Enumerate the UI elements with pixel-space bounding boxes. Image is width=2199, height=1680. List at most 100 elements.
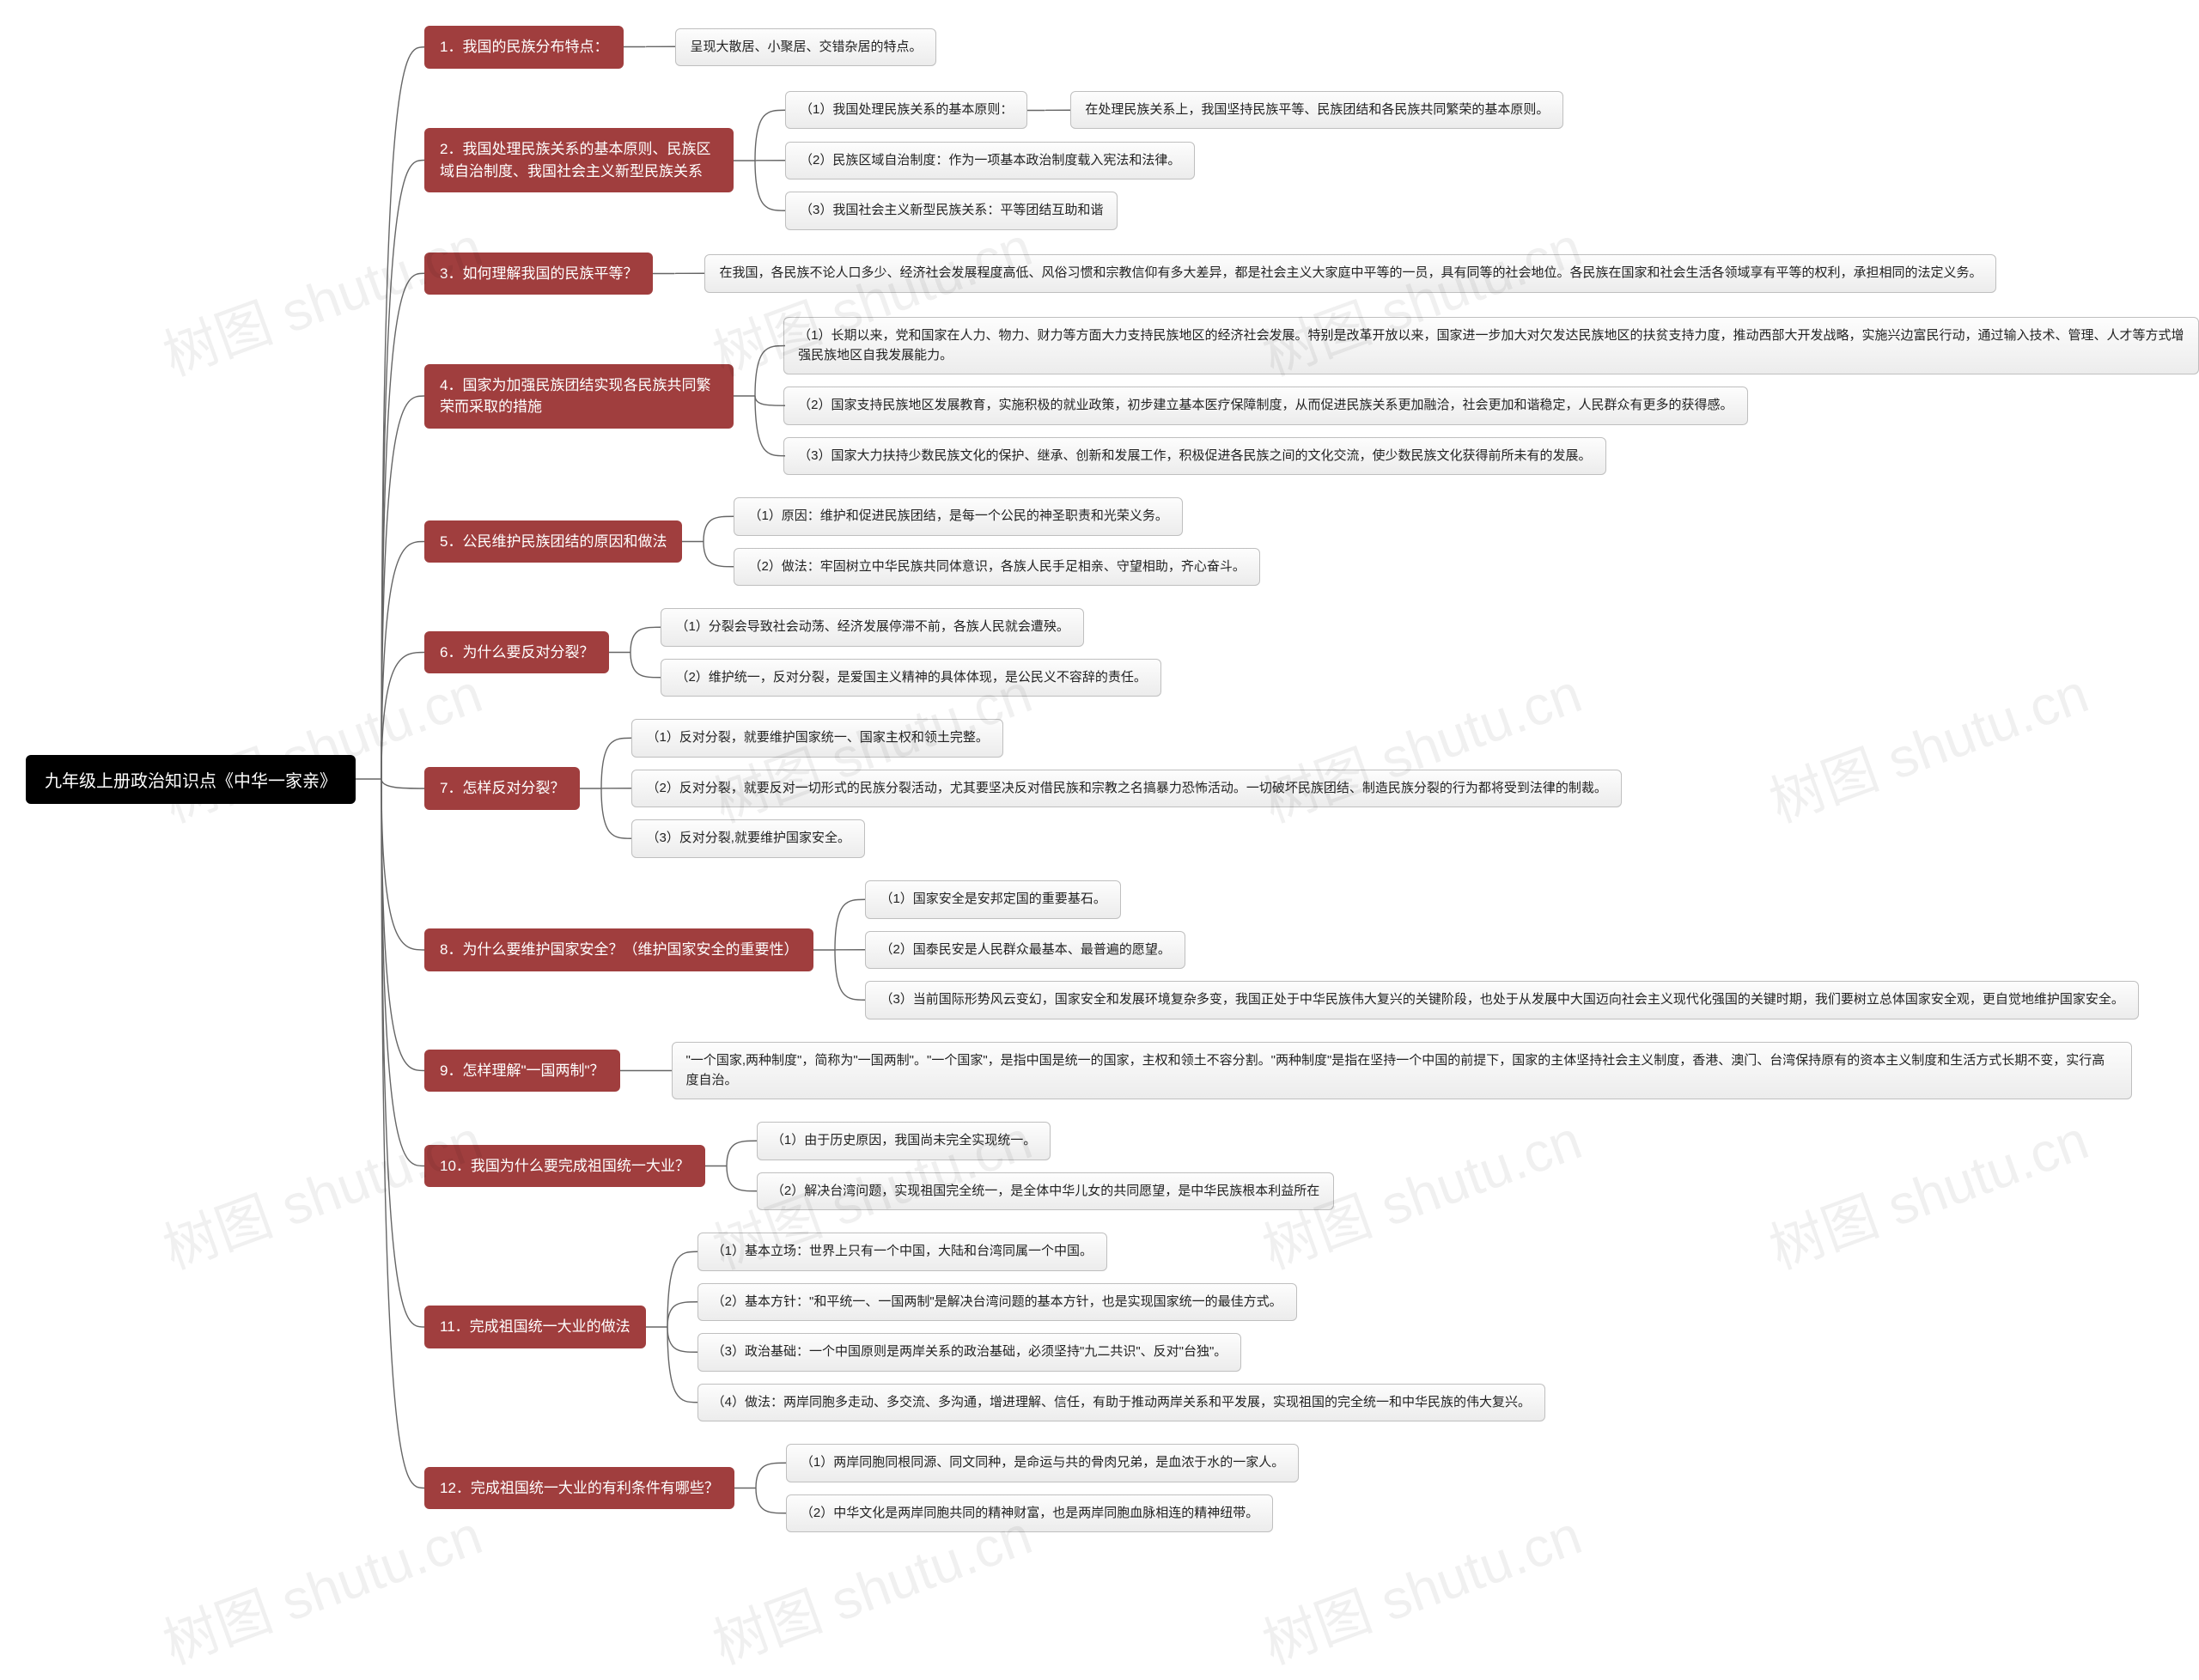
leaf-row: （2）维护统一，反对分裂，是爱国主义精神的具体体现，是公民义不容辞的责任。: [661, 659, 1160, 697]
branch: 8．为什么要维护国家安全？（维护国家安全的重要性） （1）国家安全是安邦定国的重要…: [424, 880, 2199, 1020]
topic-leaf-connector: [734, 1444, 786, 1532]
leaf-row: （2）解决台湾问题，实现祖国完全统一，是全体中华儿女的共同愿望，是中华民族根本利…: [757, 1172, 1334, 1211]
leaf-node: （2）维护统一，反对分裂，是爱国主义精神的具体体现，是公民义不容辞的责任。: [661, 659, 1160, 697]
connector-wrap: [682, 497, 734, 586]
leaves-container: （1）反对分裂，就要维护国家统一、国家主权和领土完整。 （2）反对分裂，就要反对一…: [631, 719, 1621, 858]
leaf-node: （3）当前国际形势风云变幻，国家安全和发展环境复杂多变，我国正处于中华民族伟大复…: [865, 981, 2138, 1020]
branch: 3．如何理解我国的民族平等？ 在我国，各民族不论人口多少、经济社会发展程度高低、风…: [424, 253, 2199, 295]
leaf-node: （1）原因：维护和促进民族团结，是每一个公民的神圣职责和光荣义务。: [734, 497, 1182, 536]
leaves-container: （1）原因：维护和促进民族团结，是每一个公民的神圣职责和光荣义务。 （2）做法：牢…: [734, 497, 1259, 586]
leaf-row: （3）反对分裂,就要维护国家安全。: [631, 819, 1621, 858]
branch: 6．为什么要反对分裂？ （1）分裂会导致社会动荡、经济发展停滞不前，各族人民就会遭…: [424, 608, 2199, 697]
topic-leaf-connector: [646, 1233, 697, 1421]
branch: 11．完成祖国统一大业的做法 （1）基本立场：世界上只有一个中国，大陆和台湾同属一…: [424, 1233, 2199, 1421]
leaf-row: 在我国，各民族不论人口多少、经济社会发展程度高低、风俗习惯和宗教信仰有多大差异，…: [704, 254, 1996, 293]
leaf-row: （3）政治基础：一个中国原则是两岸关系的政治基础，必须坚持"九二共识"、反对"台…: [697, 1333, 1545, 1372]
topic-leaf-connector: [624, 27, 675, 66]
leaf-node: （2）反对分裂，就要反对一切形式的民族分裂活动，尤其要坚决反对借民族和宗教之名搞…: [631, 770, 1621, 808]
topic-node: 2．我国处理民族关系的基本原则、民族区域自治制度、我国社会主义新型民族关系: [424, 128, 734, 192]
leaf-row: （2）反对分裂，就要反对一切形式的民族分裂活动，尤其要坚决反对借民族和宗教之名搞…: [631, 770, 1621, 808]
branch: 12．完成祖国统一大业的有利条件有哪些？ （1）两岸同胞同根同源、同文同种，是命运…: [424, 1444, 2199, 1532]
leaf-row: （1）我国处理民族关系的基本原则： 在处理民族关系上，我国坚持民族平等、民族团结和…: [785, 91, 1563, 130]
leaf-node: （3）反对分裂,就要维护国家安全。: [631, 819, 865, 858]
branch: 10．我国为什么要完成祖国统一大业？（1）由于历史原因，我国尚未完全实现统一。（…: [424, 1122, 2199, 1210]
topic-leaf-connector: [734, 317, 785, 475]
connector-wrap: [734, 91, 785, 230]
topic-leaf-connector: [609, 608, 661, 697]
leaf-node: （1）国家安全是安邦定国的重要基石。: [865, 880, 1120, 919]
leaf-row: （2）国泰民安是人民群众最基本、最普遍的愿望。: [865, 931, 2138, 970]
connector-wrap: [653, 254, 704, 293]
leaf-node: （1）由于历史原因，我国尚未完全实现统一。: [757, 1122, 1051, 1160]
connector-wrap: [734, 1444, 786, 1532]
leaves-container: 在我国，各民族不论人口多少、经济社会发展程度高低、风俗习惯和宗教信仰有多大差异，…: [704, 254, 1996, 293]
topic-node: 11．完成祖国统一大业的做法: [424, 1306, 646, 1348]
leaf-row: （1）由于历史原因，我国尚未完全实现统一。: [757, 1122, 1334, 1160]
leaf-row: （2）中华文化是两岸同胞共同的精神财富，也是两岸同胞血脉相连的精神纽带。: [786, 1494, 1299, 1533]
leaves-container: 呈现大散居、小聚居、交错杂居的特点。: [675, 28, 936, 67]
leaf-node: （1）分裂会导致社会动荡、经济发展停滞不前，各族人民就会遭殃。: [661, 608, 1083, 647]
leaf-node: （2）解决台湾问题，实现祖国完全统一，是全体中华儿女的共同愿望，是中华民族根本利…: [757, 1172, 1334, 1211]
leaf-row: （1）基本立场：世界上只有一个中国，大陆和台湾同属一个中国。: [697, 1233, 1545, 1271]
leaf-row: （2）基本方针："和平统一、一国两制"是解决台湾问题的基本方针，也是实现国家统一…: [697, 1283, 1545, 1322]
topic-node: 4．国家为加强民族团结实现各民族共同繁荣而采取的措施: [424, 364, 734, 429]
leaf-row: （3）当前国际形势风云变幻，国家安全和发展环境复杂多变，我国正处于中华民族伟大复…: [865, 981, 2138, 1020]
leaf-row: （1）分裂会导致社会动荡、经济发展停滞不前，各族人民就会遭殃。: [661, 608, 1160, 647]
leaves-container: （1）长期以来，党和国家在人力、物力、财力等方面大力支持民族地区的经济社会发展。…: [783, 317, 2199, 475]
leaf-node: "一个国家,两种制度"，简称为"一国两制"。"一个国家"，是指中国是统一的国家，…: [672, 1042, 2132, 1099]
connector-wrap: [734, 317, 783, 475]
topic-node: 1．我国的民族分布特点：: [424, 26, 624, 69]
leaf-node: （3）国家大力扶持少数民族文化的保护、继承、创新和发展工作，积极促进各民族之间的…: [783, 437, 1605, 476]
leaf-node: （1）我国处理民族关系的基本原则：: [785, 91, 1027, 130]
topic-node: 12．完成祖国统一大业的有利条件有哪些？: [424, 1467, 734, 1510]
branch: 5．公民维护民族团结的原因和做法 （1）原因：维护和促进民族团结，是每一个公民的神…: [424, 497, 2199, 586]
leaves-container: （1）两岸同胞同根同源、同文同种，是命运与共的骨肉兄弟，是血浓于水的一家人。 （2…: [786, 1444, 1299, 1532]
root-node: 九年级上册政治知识点《中华一家亲》: [26, 755, 356, 804]
connector-wrap: [580, 719, 631, 858]
leaf-row: （1）长期以来，党和国家在人力、物力、财力等方面大力支持民族地区的经济社会发展。…: [783, 317, 2199, 374]
leaf-node: （1）反对分裂，就要维护国家统一、国家主权和领土完整。: [631, 719, 1002, 758]
leaf-node: （2）基本方针："和平统一、一国两制"是解决台湾问题的基本方针，也是实现国家统一…: [697, 1283, 1297, 1322]
leaf-node: （2）中华文化是两岸同胞共同的精神财富，也是两岸同胞血脉相连的精神纽带。: [786, 1494, 1273, 1533]
topic-node: 8．为什么要维护国家安全？（维护国家安全的重要性）: [424, 928, 813, 971]
leaf-row: （1）原因：维护和促进民族团结，是每一个公民的神圣职责和光荣义务。: [734, 497, 1259, 536]
leaves-container: （1）国家安全是安邦定国的重要基石。 （2）国泰民安是人民群众最基本、最普遍的愿望…: [865, 880, 2138, 1020]
leaf-node: （2）国家支持民族地区发展教育，实施积极的就业政策，初步建立基本医疗保障制度，从…: [783, 387, 1747, 425]
sub-leaves: 在处理民族关系上，我国坚持民族平等、民族团结和各民族共同繁荣的基本原则。: [1070, 91, 1563, 130]
leaves-container: （1）分裂会导致社会动荡、经济发展停滞不前，各族人民就会遭殃。 （2）维护统一，反…: [661, 608, 1160, 697]
topic-node: 3．如何理解我国的民族平等？: [424, 253, 653, 295]
topic-node: 7．怎样反对分裂？: [424, 767, 580, 810]
leaf-node: 在我国，各民族不论人口多少、经济社会发展程度高低、风俗习惯和宗教信仰有多大差异，…: [704, 254, 1996, 293]
leaf-node: （2）做法：牢固树立中华民族共同体意识，各族人民手足相亲、守望相助，齐心奋斗。: [734, 548, 1259, 587]
connector-wrap: [620, 1042, 672, 1099]
connector-wrap: [646, 1233, 697, 1421]
branch: 1．我国的民族分布特点： 呈现大散居、小聚居、交错杂居的特点。: [424, 26, 2199, 69]
leaf-row: （2）做法：牢固树立中华民族共同体意识，各族人民手足相亲、守望相助，齐心奋斗。: [734, 548, 1259, 587]
leaf-row: 呈现大散居、小聚居、交错杂居的特点。: [675, 28, 936, 67]
leaves-container: （1）我国处理民族关系的基本原则： 在处理民族关系上，我国坚持民族平等、民族团结和…: [785, 91, 1563, 230]
branches-container: 1．我国的民族分布特点： 呈现大散居、小聚居、交错杂居的特点。 2．我国处理民族关系…: [424, 26, 2199, 1532]
sub-leaf-node: 在处理民族关系上，我国坚持民族平等、民族团结和各民族共同繁荣的基本原则。: [1070, 91, 1563, 130]
leaf-node: （3）我国社会主义新型民族关系：平等团结互助和谐: [785, 192, 1118, 230]
leaf-node: （3）政治基础：一个中国原则是两岸关系的政治基础，必须坚持"九二共识"、反对"台…: [697, 1333, 1242, 1372]
topic-leaf-connector: [653, 254, 704, 293]
leaf-row: （3）国家大力扶持少数民族文化的保护、继承、创新和发展工作，积极促进各民族之间的…: [783, 437, 2199, 476]
leaf-row: "一个国家,两种制度"，简称为"一国两制"。"一个国家"，是指中国是统一的国家，…: [672, 1042, 2132, 1099]
leaf-node: （2）国泰民安是人民群众最基本、最普遍的愿望。: [865, 931, 1185, 970]
connector-wrap: [609, 608, 661, 697]
topic-leaf-connector: [813, 880, 865, 1020]
sub-connector-wrap: [1027, 91, 1070, 130]
leaves-container: （1）基本立场：世界上只有一个中国，大陆和台湾同属一个中国。 （2）基本方针："和…: [697, 1233, 1545, 1421]
leaf-node: （1）基本立场：世界上只有一个中国，大陆和台湾同属一个中国。: [697, 1233, 1107, 1271]
topic-node: 6．为什么要反对分裂？: [424, 631, 609, 674]
leaves-container: （1）由于历史原因，我国尚未完全实现统一。 （2）解决台湾问题，实现祖国完全统一，…: [757, 1122, 1334, 1210]
mindmap-root-container: 九年级上册政治知识点《中华一家亲》 1．我国的民族分布特点： 呈现大散居、小聚居、…: [26, 26, 2199, 1532]
topic-node: 5．公民维护民族团结的原因和做法: [424, 520, 682, 563]
topic-leaf-connector: [734, 91, 785, 230]
topic-leaf-connector: [620, 1042, 672, 1099]
leaf-node: （2）民族区域自治制度：作为一项基本政治制度载入宪法和法律。: [785, 142, 1195, 180]
root-connector: [356, 26, 424, 1532]
leaf-row: （2）国家支持民族地区发展教育，实施积极的就业政策，初步建立基本医疗保障制度，从…: [783, 387, 2199, 425]
leaf-node: （1）两岸同胞同根同源、同文同种，是命运与共的骨肉兄弟，是血浓于水的一家人。: [786, 1444, 1299, 1482]
connector-wrap: [813, 880, 865, 1020]
